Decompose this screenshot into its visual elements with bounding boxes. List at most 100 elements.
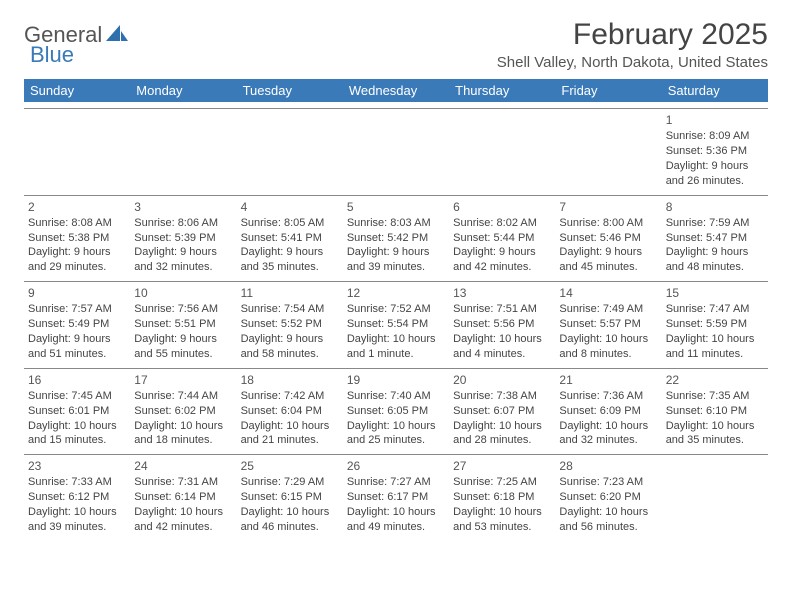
- day-cell: [449, 109, 555, 195]
- sunrise-text: Sunrise: 7:40 AM: [347, 389, 445, 404]
- sunset-text: Sunset: 5:47 PM: [666, 231, 764, 246]
- sunrise-text: Sunrise: 7:42 AM: [241, 389, 339, 404]
- day-number: 16: [28, 372, 126, 388]
- daylight-text: Daylight: 9 hours and 51 minutes.: [28, 332, 126, 362]
- day-number: 6: [453, 199, 551, 215]
- daylight-text: Daylight: 10 hours and 11 minutes.: [666, 332, 764, 362]
- calendar-grid: 1Sunrise: 8:09 AMSunset: 5:36 PMDaylight…: [24, 108, 768, 541]
- day-number: 8: [666, 199, 764, 215]
- day-cell: 1Sunrise: 8:09 AMSunset: 5:36 PMDaylight…: [662, 109, 768, 195]
- sunset-text: Sunset: 5:57 PM: [559, 317, 657, 332]
- daylight-text: Daylight: 10 hours and 25 minutes.: [347, 419, 445, 449]
- sunrise-text: Sunrise: 7:38 AM: [453, 389, 551, 404]
- weekday-saturday: Saturday: [662, 79, 768, 102]
- week-row: 1Sunrise: 8:09 AMSunset: 5:36 PMDaylight…: [24, 108, 768, 195]
- sunset-text: Sunset: 6:17 PM: [347, 490, 445, 505]
- daylight-text: Daylight: 10 hours and 8 minutes.: [559, 332, 657, 362]
- day-number: 22: [666, 372, 764, 388]
- day-cell: 14Sunrise: 7:49 AMSunset: 5:57 PMDayligh…: [555, 282, 661, 368]
- day-cell: 3Sunrise: 8:06 AMSunset: 5:39 PMDaylight…: [130, 196, 236, 282]
- day-cell: 28Sunrise: 7:23 AMSunset: 6:20 PMDayligh…: [555, 455, 661, 541]
- sunset-text: Sunset: 5:56 PM: [453, 317, 551, 332]
- daylight-text: Daylight: 9 hours and 29 minutes.: [28, 245, 126, 275]
- day-cell: 7Sunrise: 8:00 AMSunset: 5:46 PMDaylight…: [555, 196, 661, 282]
- week-row: 23Sunrise: 7:33 AMSunset: 6:12 PMDayligh…: [24, 454, 768, 541]
- sunrise-text: Sunrise: 7:23 AM: [559, 475, 657, 490]
- day-cell: 2Sunrise: 8:08 AMSunset: 5:38 PMDaylight…: [24, 196, 130, 282]
- weekday-wednesday: Wednesday: [343, 79, 449, 102]
- sunset-text: Sunset: 5:59 PM: [666, 317, 764, 332]
- daylight-text: Daylight: 10 hours and 49 minutes.: [347, 505, 445, 535]
- sunset-text: Sunset: 6:15 PM: [241, 490, 339, 505]
- sunrise-text: Sunrise: 7:57 AM: [28, 302, 126, 317]
- week-row: 2Sunrise: 8:08 AMSunset: 5:38 PMDaylight…: [24, 195, 768, 282]
- daylight-text: Daylight: 9 hours and 32 minutes.: [134, 245, 232, 275]
- day-cell: 21Sunrise: 7:36 AMSunset: 6:09 PMDayligh…: [555, 369, 661, 455]
- day-cell: 17Sunrise: 7:44 AMSunset: 6:02 PMDayligh…: [130, 369, 236, 455]
- sunset-text: Sunset: 6:14 PM: [134, 490, 232, 505]
- sunset-text: Sunset: 5:42 PM: [347, 231, 445, 246]
- day-number: 15: [666, 285, 764, 301]
- day-cell: [555, 109, 661, 195]
- month-title: February 2025: [497, 18, 768, 52]
- day-cell: 9Sunrise: 7:57 AMSunset: 5:49 PMDaylight…: [24, 282, 130, 368]
- day-cell: 4Sunrise: 8:05 AMSunset: 5:41 PMDaylight…: [237, 196, 343, 282]
- day-number: 2: [28, 199, 126, 215]
- title-block: February 2025 Shell Valley, North Dakota…: [497, 18, 768, 71]
- sunrise-text: Sunrise: 7:27 AM: [347, 475, 445, 490]
- day-number: 3: [134, 199, 232, 215]
- daylight-text: Daylight: 10 hours and 1 minute.: [347, 332, 445, 362]
- day-number: 26: [347, 458, 445, 474]
- daylight-text: Daylight: 10 hours and 56 minutes.: [559, 505, 657, 535]
- sunrise-text: Sunrise: 8:02 AM: [453, 216, 551, 231]
- sunset-text: Sunset: 6:07 PM: [453, 404, 551, 419]
- day-cell: 24Sunrise: 7:31 AMSunset: 6:14 PMDayligh…: [130, 455, 236, 541]
- day-cell: 6Sunrise: 8:02 AMSunset: 5:44 PMDaylight…: [449, 196, 555, 282]
- day-number: 17: [134, 372, 232, 388]
- day-cell: 22Sunrise: 7:35 AMSunset: 6:10 PMDayligh…: [662, 369, 768, 455]
- day-cell: [130, 109, 236, 195]
- sunset-text: Sunset: 6:04 PM: [241, 404, 339, 419]
- header: General February 2025 Shell Valley, Nort…: [24, 18, 768, 71]
- sunset-text: Sunset: 6:09 PM: [559, 404, 657, 419]
- sunset-text: Sunset: 5:39 PM: [134, 231, 232, 246]
- daylight-text: Daylight: 10 hours and 15 minutes.: [28, 419, 126, 449]
- weekday-thursday: Thursday: [449, 79, 555, 102]
- daylight-text: Daylight: 10 hours and 39 minutes.: [28, 505, 126, 535]
- daylight-text: Daylight: 10 hours and 32 minutes.: [559, 419, 657, 449]
- sunset-text: Sunset: 5:36 PM: [666, 144, 764, 159]
- day-number: 27: [453, 458, 551, 474]
- sunset-text: Sunset: 5:52 PM: [241, 317, 339, 332]
- day-cell: 27Sunrise: 7:25 AMSunset: 6:18 PMDayligh…: [449, 455, 555, 541]
- sunrise-text: Sunrise: 8:06 AM: [134, 216, 232, 231]
- day-number: 21: [559, 372, 657, 388]
- day-cell: 19Sunrise: 7:40 AMSunset: 6:05 PMDayligh…: [343, 369, 449, 455]
- sunset-text: Sunset: 5:51 PM: [134, 317, 232, 332]
- day-number: 11: [241, 285, 339, 301]
- day-cell: 11Sunrise: 7:54 AMSunset: 5:52 PMDayligh…: [237, 282, 343, 368]
- day-cell: 18Sunrise: 7:42 AMSunset: 6:04 PMDayligh…: [237, 369, 343, 455]
- daylight-text: Daylight: 9 hours and 45 minutes.: [559, 245, 657, 275]
- sunset-text: Sunset: 6:02 PM: [134, 404, 232, 419]
- sunset-text: Sunset: 6:01 PM: [28, 404, 126, 419]
- sunrise-text: Sunrise: 7:33 AM: [28, 475, 126, 490]
- week-row: 9Sunrise: 7:57 AMSunset: 5:49 PMDaylight…: [24, 281, 768, 368]
- daylight-text: Daylight: 10 hours and 21 minutes.: [241, 419, 339, 449]
- sunset-text: Sunset: 5:38 PM: [28, 231, 126, 246]
- sunset-text: Sunset: 5:44 PM: [453, 231, 551, 246]
- daylight-text: Daylight: 9 hours and 48 minutes.: [666, 245, 764, 275]
- logo-text-blue: Blue: [30, 42, 74, 68]
- sunrise-text: Sunrise: 7:36 AM: [559, 389, 657, 404]
- sunrise-text: Sunrise: 7:29 AM: [241, 475, 339, 490]
- day-cell: 13Sunrise: 7:51 AMSunset: 5:56 PMDayligh…: [449, 282, 555, 368]
- daylight-text: Daylight: 9 hours and 39 minutes.: [347, 245, 445, 275]
- sunrise-text: Sunrise: 8:00 AM: [559, 216, 657, 231]
- sunset-text: Sunset: 6:20 PM: [559, 490, 657, 505]
- weekday-header-row: Sunday Monday Tuesday Wednesday Thursday…: [24, 79, 768, 102]
- day-number: 12: [347, 285, 445, 301]
- day-number: 9: [28, 285, 126, 301]
- day-number: 10: [134, 285, 232, 301]
- day-cell: 10Sunrise: 7:56 AMSunset: 5:51 PMDayligh…: [130, 282, 236, 368]
- daylight-text: Daylight: 9 hours and 55 minutes.: [134, 332, 232, 362]
- day-cell: 16Sunrise: 7:45 AMSunset: 6:01 PMDayligh…: [24, 369, 130, 455]
